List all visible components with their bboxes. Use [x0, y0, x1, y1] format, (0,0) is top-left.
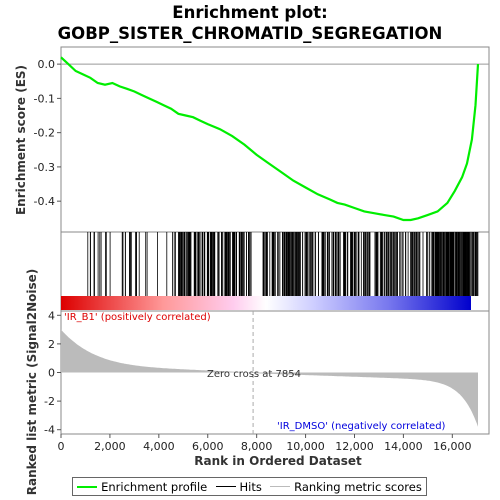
enrichment-profile-line — [60, 56, 480, 222]
x-tick-label: 8,000 — [241, 440, 273, 453]
metric-y-axis-label: Ranked list metric (Signal2Noise) — [25, 269, 39, 496]
es-y-tick-label: 0.0 — [38, 58, 56, 71]
x-tick-label: 0 — [58, 440, 65, 453]
x-tick-label: 14,000 — [384, 440, 423, 453]
x-axis-label: Rank in Ordered Dataset — [194, 454, 362, 468]
legend-item-enrichment: Enrichment profile — [77, 480, 207, 494]
es-panel-frame — [60, 46, 490, 233]
rank-color-bar — [61, 296, 471, 310]
legend-item-hits: Hits — [215, 479, 262, 494]
chart-title-line1: Enrichment plot: — [172, 3, 327, 22]
x-tick-label: 2,000 — [94, 440, 126, 453]
es-y-tick-label: -0.1 — [34, 92, 55, 105]
x-tick-label: 12,000 — [335, 440, 374, 453]
legend: Enrichment profile Hits Ranking metric s… — [72, 477, 427, 496]
negative-class-label: 'IR_DMSO' (negatively correlated) — [277, 421, 446, 432]
metric-y-tick-label: 2 — [48, 338, 55, 351]
metric-y-tick-label: -2 — [44, 395, 55, 408]
legend-item-metric: Ranking metric scores — [270, 480, 422, 494]
legend-swatch-metric — [270, 486, 291, 487]
x-tick-label: 6,000 — [192, 440, 224, 453]
legend-swatch-hits — [215, 486, 236, 487]
chart-title-line2: GOBP_SISTER_CHROMATID_SEGREGATION — [58, 24, 443, 43]
es-y-tick-label: -0.3 — [34, 161, 55, 174]
es-y-tick-label: -0.2 — [34, 127, 55, 140]
x-tick-label: 4,000 — [143, 440, 175, 453]
ranking-metric-area — [61, 329, 478, 427]
legend-label-enrichment: Enrichment profile — [101, 479, 208, 494]
zero-cross-label: Zero cross at 7854 — [207, 369, 301, 380]
es-y-tick-label: -0.4 — [34, 195, 55, 208]
metric-y-tick-label: 0 — [48, 367, 55, 380]
legend-label-hits: Hits — [239, 479, 262, 494]
positive-class-label: 'IR_B1' (positively correlated) — [64, 312, 211, 323]
metric-y-tick-label: -4 — [44, 424, 55, 437]
x-tick-label: 10,000 — [286, 440, 325, 453]
legend-label-metric: Ranking metric scores — [294, 479, 422, 494]
es-y-axis-label: Enrichment score (ES) — [14, 65, 28, 215]
x-tick-label: 16,000 — [433, 440, 472, 453]
legend-swatch-enrichment — [77, 485, 98, 488]
metric-y-tick-label: 4 — [48, 309, 55, 322]
